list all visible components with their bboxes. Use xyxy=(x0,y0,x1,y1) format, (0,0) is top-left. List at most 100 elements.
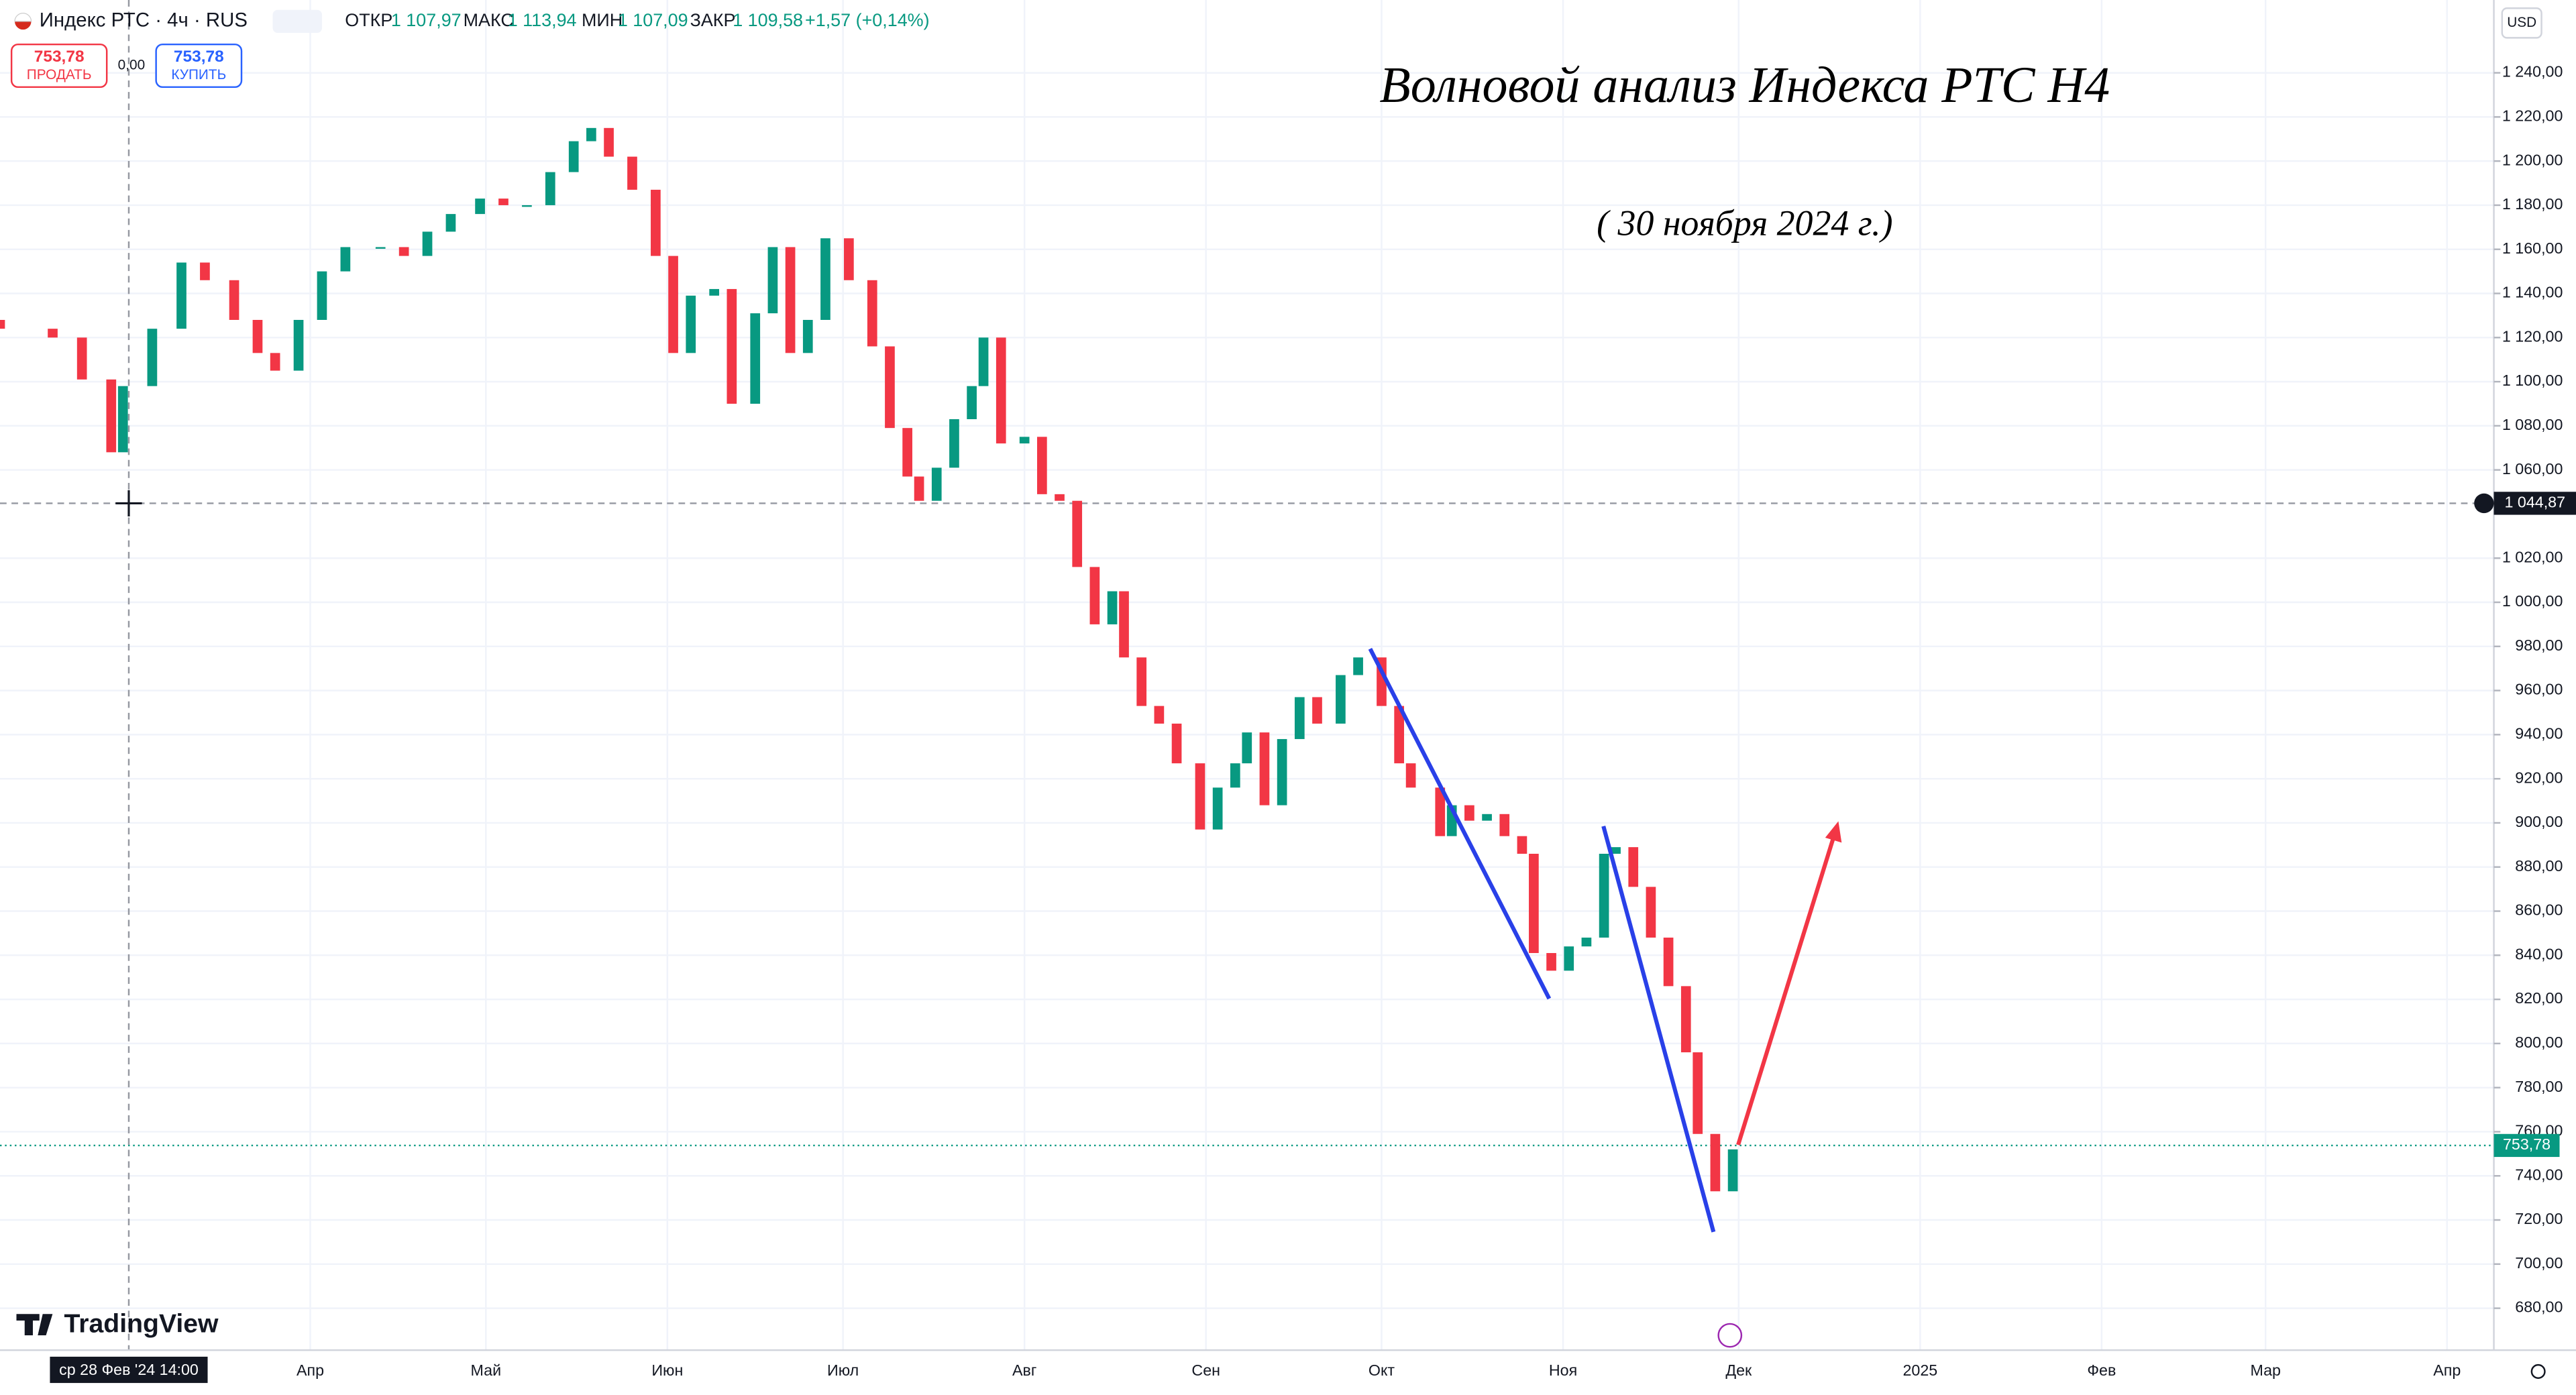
ohlc-value: 1 107,09 xyxy=(618,10,688,30)
candle-body xyxy=(668,256,678,353)
candle-body xyxy=(967,386,977,420)
spread: 0,00 xyxy=(118,58,145,73)
forecast-arrow xyxy=(1736,837,1835,1146)
candle-body xyxy=(627,156,637,190)
candle-body xyxy=(586,127,596,142)
x-tick-label: Мар xyxy=(2250,1361,2281,1379)
candle-body xyxy=(398,247,409,256)
y-tick-label: 820,00 xyxy=(2515,989,2563,1007)
candle-body xyxy=(867,280,877,347)
candle-body xyxy=(117,386,128,453)
y-tick-label: 920,00 xyxy=(2515,769,2563,786)
crosshair-date-box xyxy=(50,1356,208,1384)
candle-body xyxy=(1710,1133,1721,1192)
chart-subtitle: ( 30 ноября 2024 г.) xyxy=(1597,203,1892,243)
candle-body xyxy=(48,329,58,338)
candle-body xyxy=(1405,763,1416,788)
buy-button[interactable] xyxy=(155,43,243,89)
crosshair-date-label: ср 28 Фев '24 14:00 xyxy=(59,1361,199,1378)
x-tick-label: Июн xyxy=(651,1361,683,1379)
candle-body xyxy=(1336,675,1346,724)
sell-button[interactable] xyxy=(10,43,108,89)
candle-body xyxy=(1259,732,1270,805)
crosshair-price-box xyxy=(2493,492,2576,515)
y-tick-label: 1 100,00 xyxy=(2502,372,2563,389)
candle-body xyxy=(978,337,989,386)
logo: TradingView xyxy=(64,1310,219,1339)
candle-body xyxy=(902,428,912,477)
x-tick-label: Апр xyxy=(297,1361,324,1379)
y-tick-label: 700,00 xyxy=(2515,1254,2563,1272)
candle-body xyxy=(106,379,117,453)
sell-label: ПРОДАТЬ xyxy=(27,67,92,82)
candle-body xyxy=(1546,953,1556,971)
candle-body xyxy=(200,262,210,280)
buy-price: 753,78 xyxy=(174,48,224,66)
candle-body xyxy=(1089,567,1100,624)
x-tick-label: Авг xyxy=(1012,1361,1036,1379)
candle-body xyxy=(1394,706,1405,764)
candle-body xyxy=(820,238,830,320)
arrow-head xyxy=(1825,821,1842,843)
ohlc-value: 1 113,94 xyxy=(508,10,577,30)
candle-body xyxy=(1628,847,1639,887)
y-tick-label: 1 080,00 xyxy=(2502,416,2563,433)
candle-body xyxy=(1230,763,1240,788)
candle-body xyxy=(931,467,942,501)
y-tick-label: 740,00 xyxy=(2515,1166,2563,1183)
candle-body xyxy=(1195,763,1205,830)
crosshair-price-label: 1 044,87 xyxy=(2505,494,2566,511)
y-tick-label: 680,00 xyxy=(2515,1298,2563,1316)
settings-icon[interactable] xyxy=(2530,1363,2546,1379)
x-tick-label: Апр xyxy=(2433,1361,2461,1379)
currency-button[interactable] xyxy=(2501,7,2542,39)
y-tick-label: 1 140,00 xyxy=(2502,284,2563,301)
buy-label: КУПИТЬ xyxy=(171,67,226,82)
event-icon[interactable] xyxy=(1717,1323,1743,1348)
candle-body xyxy=(1072,500,1083,567)
candle-body xyxy=(727,288,737,404)
candle-body xyxy=(1529,854,1539,954)
y-tick-label: 940,00 xyxy=(2515,725,2563,742)
y-tick-label: 1 220,00 xyxy=(2502,107,2563,125)
last-price-label: 753,78 xyxy=(2503,1135,2551,1153)
candle-body xyxy=(709,288,719,296)
candle-body xyxy=(317,271,327,320)
y-tick-label: 1 060,00 xyxy=(2502,460,2563,478)
y-tick-label: 800,00 xyxy=(2515,1034,2563,1051)
chart-title: Волновой анализ Индекса РТС H4 xyxy=(1379,57,2110,113)
wave-line xyxy=(1601,826,1716,1233)
y-tick-label: 1 180,00 xyxy=(2502,195,2563,213)
candle-body xyxy=(375,247,386,249)
candle-body xyxy=(1107,591,1118,624)
axes: 680,00700,00720,00740,00760,00780,00800,… xyxy=(50,63,2576,1384)
sell-price: 753,78 xyxy=(34,48,85,66)
candle-body xyxy=(568,141,579,172)
candle-body xyxy=(522,205,532,207)
ohlc-label: ОТКР xyxy=(345,10,392,30)
y-tick-label: 960,00 xyxy=(2515,681,2563,698)
y-tick-label: 880,00 xyxy=(2515,857,2563,875)
price-axis xyxy=(2493,0,2576,1395)
candle-body xyxy=(1464,805,1474,821)
candle-body xyxy=(229,280,239,320)
candle-body xyxy=(1154,706,1165,724)
indicator-toggle[interactable] xyxy=(272,9,322,34)
y-tick-label: 1 240,00 xyxy=(2502,63,2563,80)
candle-body xyxy=(1136,657,1147,706)
logo-icon xyxy=(16,1314,53,1336)
time-axis xyxy=(0,1350,2576,1395)
candle-body xyxy=(1482,814,1492,821)
symbol[interactable]: Индекс РТС · 4ч · RUS xyxy=(40,9,248,32)
flag-icon xyxy=(14,13,32,22)
ohlc-label: МИН xyxy=(582,10,623,30)
candle-body xyxy=(340,247,351,272)
ohlc-value: 1 109,58 xyxy=(733,10,803,30)
candle-body xyxy=(802,319,813,353)
y-tick-label: 1 160,00 xyxy=(2502,239,2563,257)
candle-body xyxy=(1277,738,1287,805)
candle-body xyxy=(1294,697,1305,739)
candle-body xyxy=(1312,697,1322,724)
candle-body xyxy=(1599,854,1609,938)
